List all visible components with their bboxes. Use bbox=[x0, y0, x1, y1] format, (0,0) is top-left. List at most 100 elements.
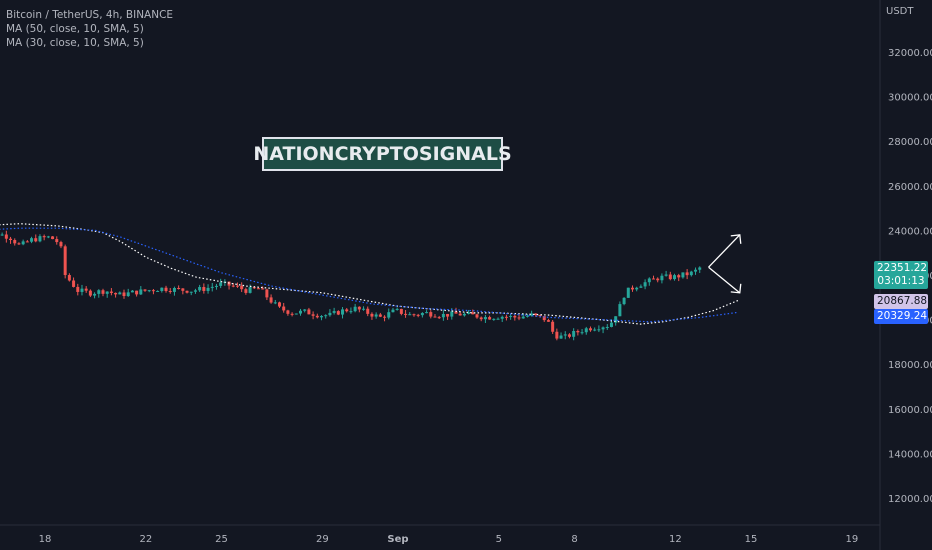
candle-body bbox=[353, 306, 357, 312]
candle-body bbox=[685, 272, 689, 276]
legend-ma-30[interactable]: MA (30, close, 10, SMA, 5) bbox=[6, 37, 144, 49]
y-tick-label: 32000.00 bbox=[888, 48, 932, 59]
candle-body bbox=[156, 290, 160, 292]
candle-body bbox=[395, 308, 399, 310]
candle-body bbox=[605, 326, 609, 328]
candle-body bbox=[172, 287, 176, 292]
candle-body bbox=[525, 315, 529, 317]
x-tick-label: 29 bbox=[316, 534, 329, 545]
x-tick-label: 18 bbox=[39, 534, 52, 545]
candle-body bbox=[88, 290, 92, 296]
candle-body bbox=[479, 317, 483, 320]
candle-body bbox=[462, 313, 466, 316]
candle-body bbox=[664, 274, 668, 276]
candle-body bbox=[546, 320, 550, 322]
candle-body bbox=[307, 309, 311, 315]
candle-body bbox=[59, 242, 63, 247]
y-tick-label: 30000.00 bbox=[888, 93, 932, 104]
candle-body bbox=[584, 328, 588, 333]
candle-body bbox=[576, 330, 580, 333]
watermark-banner: NATIONCRYPTOSIGNALS bbox=[253, 137, 512, 171]
candle-body bbox=[244, 289, 248, 293]
candle-body bbox=[656, 278, 660, 281]
legend-ma-50[interactable]: MA (50, close, 10, SMA, 5) bbox=[6, 23, 144, 35]
candle-body bbox=[286, 310, 290, 314]
candle-body bbox=[9, 238, 13, 241]
candle-body bbox=[214, 285, 218, 287]
candle-body bbox=[530, 313, 534, 316]
candle-body bbox=[492, 318, 496, 320]
candle-body bbox=[626, 287, 630, 298]
candle-body bbox=[235, 285, 239, 287]
candle-body bbox=[357, 306, 361, 310]
y-tick-label: 14000.00 bbox=[888, 449, 932, 460]
candle-body bbox=[362, 308, 366, 310]
candle-body bbox=[647, 278, 651, 283]
x-tick-label: 22 bbox=[139, 534, 152, 545]
candle-body bbox=[160, 287, 164, 291]
projection-up-arrowhead bbox=[730, 234, 742, 244]
y-tick-label: 12000.00 bbox=[888, 494, 932, 505]
candle-body bbox=[273, 302, 277, 304]
candle-body bbox=[51, 236, 55, 240]
candle-body bbox=[122, 292, 126, 297]
candle-body bbox=[593, 329, 597, 331]
candle-body bbox=[454, 311, 458, 314]
candle-body bbox=[412, 314, 416, 316]
candle-body bbox=[17, 243, 21, 245]
candle-body bbox=[118, 292, 122, 295]
candle-body bbox=[42, 236, 46, 238]
candle-body bbox=[425, 312, 429, 314]
candle-body bbox=[698, 267, 702, 270]
candle-body bbox=[673, 275, 677, 280]
candle-body bbox=[303, 309, 307, 311]
candle-body bbox=[231, 285, 235, 287]
candle-body bbox=[387, 312, 391, 318]
candle-body bbox=[265, 289, 269, 298]
candle-body bbox=[609, 322, 613, 327]
candle-body bbox=[248, 287, 252, 293]
candle-body bbox=[80, 288, 84, 292]
candle-body bbox=[622, 297, 626, 305]
ma-white-badge: 20867.88 bbox=[874, 294, 928, 309]
candle-body bbox=[488, 317, 492, 320]
candle-body bbox=[429, 312, 433, 317]
candle-body bbox=[433, 316, 437, 318]
currency-label[interactable]: USDT bbox=[886, 6, 914, 17]
candle-body bbox=[109, 291, 113, 293]
candle-body bbox=[504, 316, 508, 318]
x-tick-label: 19 bbox=[845, 534, 858, 545]
x-tick-label: 12 bbox=[669, 534, 682, 545]
candle-body bbox=[475, 314, 479, 318]
ma-30-line bbox=[0, 227, 739, 323]
candle-body bbox=[139, 289, 143, 295]
candle-body bbox=[660, 275, 664, 281]
candle-body bbox=[185, 290, 189, 293]
legend-symbol[interactable]: Bitcoin / TetherUS, 4h, BINANCE bbox=[6, 9, 174, 21]
candle-body bbox=[681, 272, 685, 278]
x-tick-label: Sep bbox=[387, 534, 408, 545]
y-tick-label: 28000.00 bbox=[888, 137, 932, 148]
candle-body bbox=[694, 269, 698, 272]
candle-body bbox=[450, 311, 454, 317]
candle-body bbox=[84, 288, 88, 291]
candle-body bbox=[572, 330, 576, 337]
candle-body bbox=[143, 289, 147, 291]
candle-body bbox=[496, 318, 500, 320]
candle-body bbox=[189, 291, 193, 293]
candle-body bbox=[252, 287, 256, 289]
candle-body bbox=[13, 240, 17, 244]
candle-body bbox=[538, 315, 542, 317]
candle-body bbox=[177, 287, 181, 289]
last-price-badge: 22351.22 03:01:13 bbox=[874, 261, 928, 289]
candle-body bbox=[517, 317, 521, 319]
candle-body bbox=[282, 306, 286, 311]
candle-body bbox=[639, 286, 643, 288]
candle-body bbox=[374, 314, 378, 317]
candle-body bbox=[563, 334, 567, 336]
candle-body bbox=[391, 309, 395, 313]
candle-body bbox=[630, 287, 634, 290]
candle-body bbox=[399, 308, 403, 314]
